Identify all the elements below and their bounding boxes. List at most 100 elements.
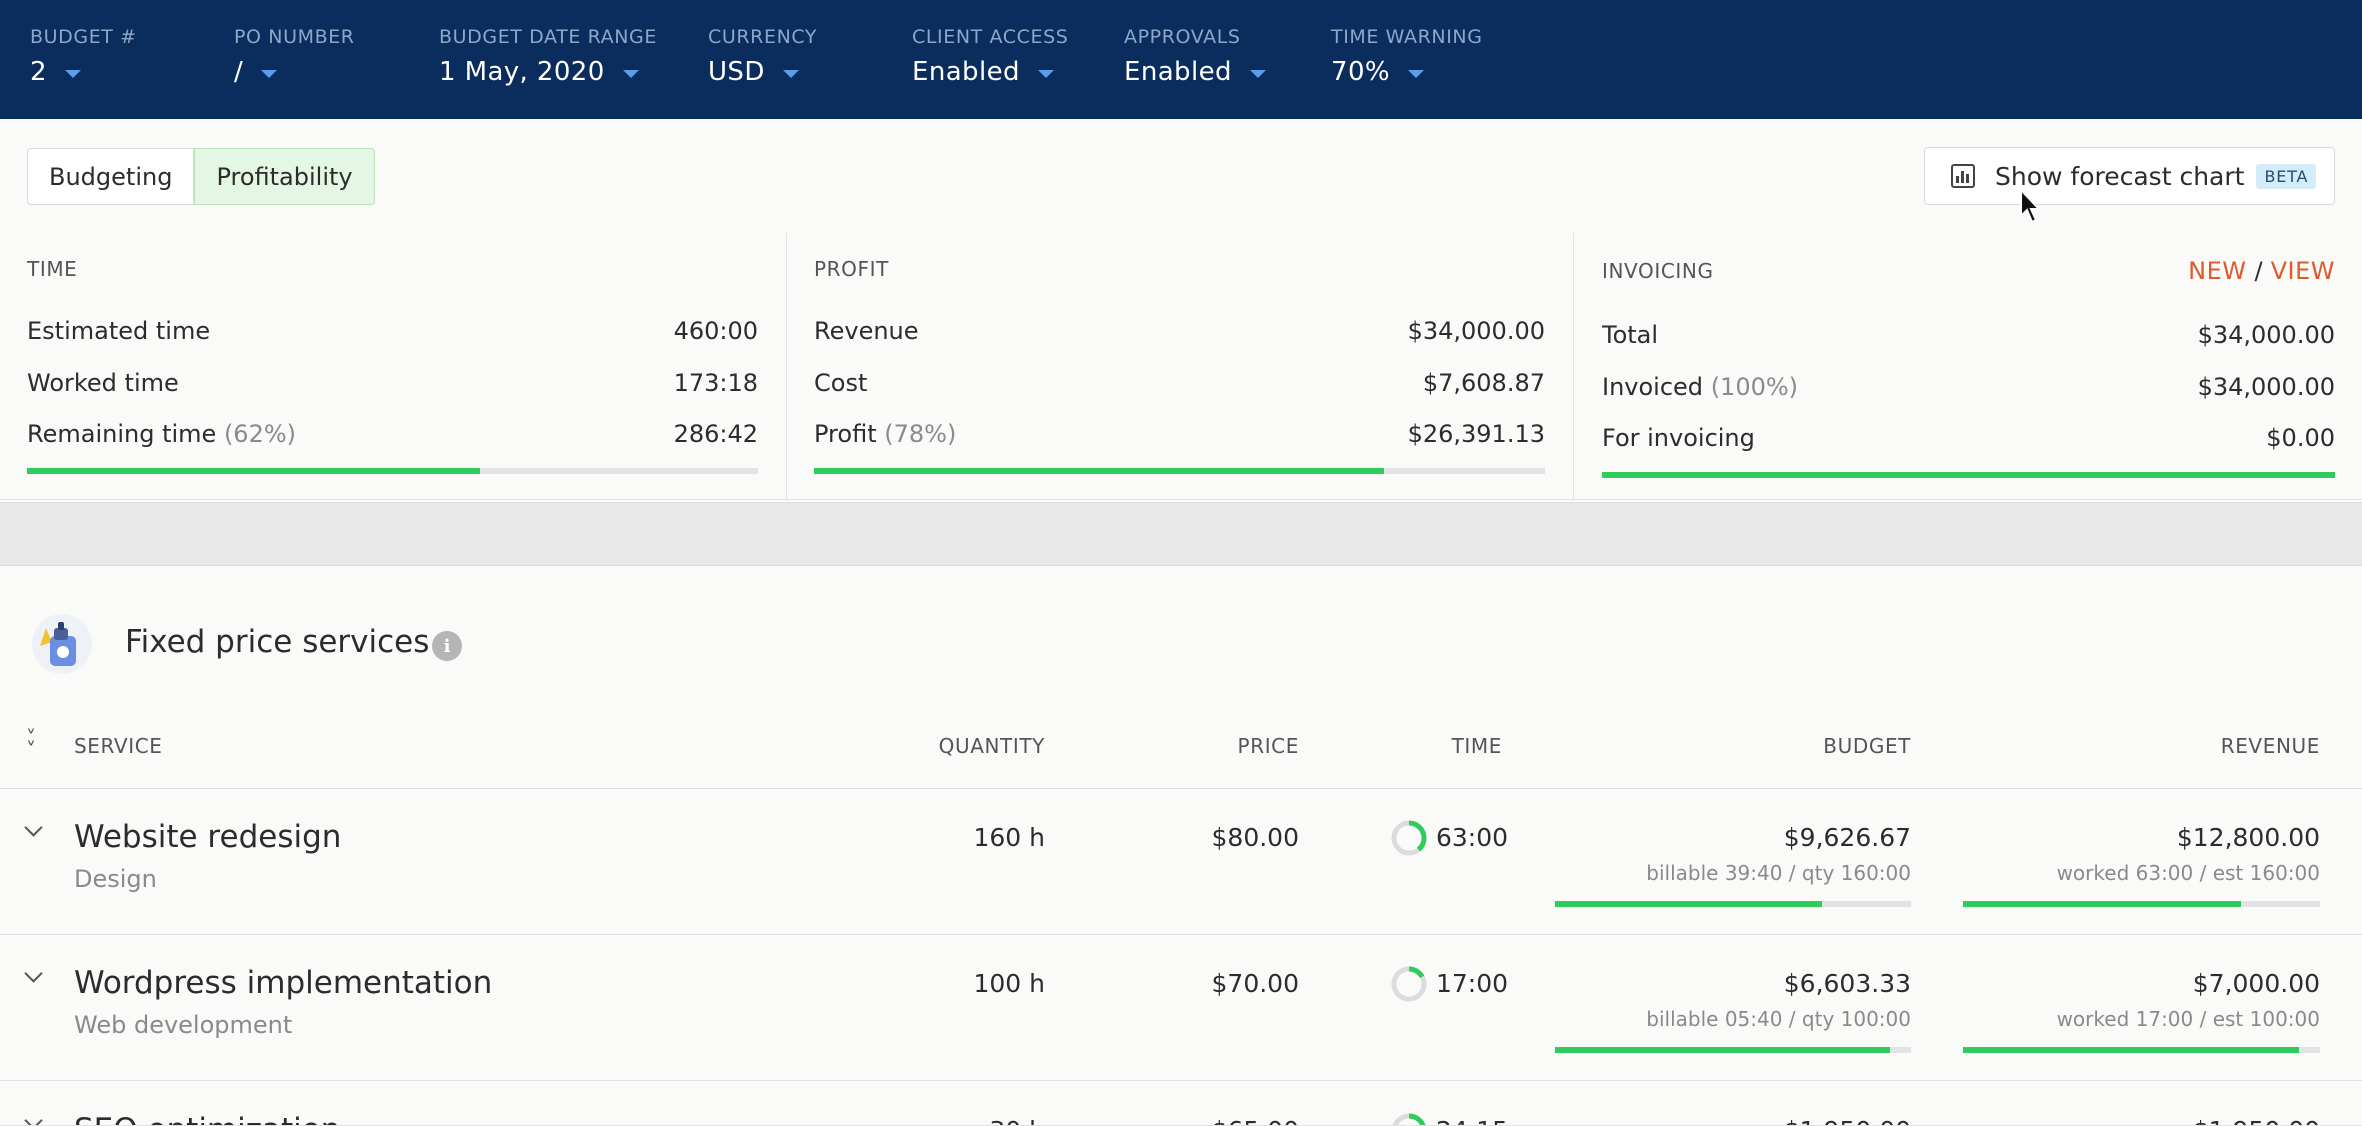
budget-date-range-field[interactable]: BUDGET DATE RANGE 1 May, 2020: [439, 26, 657, 87]
budget-date-range-label: BUDGET DATE RANGE: [439, 26, 657, 48]
column-time[interactable]: TIME: [1451, 734, 1502, 758]
column-quantity[interactable]: QUANTITY: [938, 734, 1045, 758]
chevron-down-icon[interactable]: [24, 964, 43, 983]
service-price: $80.00: [1211, 823, 1299, 852]
po-number-label: PO NUMBER: [234, 26, 355, 48]
remaining-time-row: Remaining time (62%) 286:42: [27, 420, 758, 448]
service-quantity: 30 h: [989, 1116, 1045, 1125]
budget-number-field[interactable]: BUDGET # 2: [30, 26, 137, 87]
time-progress-arc: [1391, 966, 1427, 1002]
profit-row: Profit (78%) $26,391.13: [814, 420, 1545, 448]
time-progress-donut: [1391, 1113, 1427, 1125]
show-forecast-chart-button[interactable]: Show forecast chart BETA: [1924, 147, 2335, 205]
worked-time-label: Worked time: [27, 369, 179, 397]
info-icon[interactable]: i: [432, 631, 462, 661]
time-warning-label: TIME WARNING: [1331, 26, 1483, 48]
invoiced-value: $34,000.00: [2197, 373, 2335, 401]
profit-progress-bar: [814, 468, 1545, 474]
revenue-value: $34,000.00: [1407, 317, 1545, 345]
approvals-field[interactable]: APPROVALS Enabled: [1124, 26, 1266, 87]
worked-time-value: 173:18: [673, 369, 758, 397]
client-access-field[interactable]: CLIENT ACCESS Enabled: [912, 26, 1068, 87]
invoiced-label: Invoiced: [1602, 373, 1704, 401]
section-title: Fixed price services: [125, 624, 430, 660]
revenue-row: Revenue $34,000.00: [814, 317, 1545, 345]
section-separator: [0, 502, 2362, 566]
profit-label: Profit: [814, 420, 877, 448]
time-warning-field[interactable]: TIME WARNING 70%: [1331, 26, 1483, 87]
worked-time-row: Worked time 173:18: [27, 369, 758, 397]
revenue-progress-bar: [1963, 1047, 2320, 1053]
view-invoices-link[interactable]: VIEW: [2270, 257, 2335, 285]
chevron-down-icon[interactable]: [1037, 69, 1054, 78]
time-warning-value: 70%: [1331, 57, 1390, 87]
invoice-links: NEW / VIEW: [2188, 257, 2335, 285]
chevron-down-icon[interactable]: [64, 69, 81, 78]
service-revenue: $1,950.00: [2193, 1116, 2320, 1125]
time-progress-donut: [1391, 966, 1427, 1002]
estimated-time-value: 460:00: [673, 317, 758, 345]
po-number-value: /: [234, 57, 244, 87]
profit-percent: (78%): [884, 420, 957, 448]
invoice-total-row: Total $34,000.00: [1602, 321, 2335, 349]
chevron-down-icon[interactable]: [782, 69, 799, 78]
approvals-label: APPROVALS: [1124, 26, 1241, 48]
time-summary-rows: TIME Estimated time 460:00 Worked time 1…: [27, 0, 758, 500]
service-budget: $1,950.00: [1784, 1116, 1911, 1125]
client-access-value: Enabled: [912, 57, 1020, 87]
chevron-down-icon[interactable]: [261, 69, 278, 78]
chevron-down-icon[interactable]: [24, 1111, 43, 1125]
budget-progress-fill: [1555, 901, 1822, 907]
view-tabs: Budgeting Profitability: [27, 148, 375, 205]
client-access-label: CLIENT ACCESS: [912, 26, 1069, 48]
currency-label: CURRENCY: [708, 26, 818, 48]
tab-budgeting[interactable]: Budgeting: [27, 148, 195, 205]
currency-value: USD: [708, 57, 765, 87]
column-price[interactable]: PRICE: [1237, 734, 1299, 758]
tab-profitability[interactable]: Profitability: [194, 148, 375, 205]
invoicing-progress-bar: [1602, 472, 2335, 478]
service-price: $70.00: [1211, 969, 1299, 998]
service-name: SEO optimization: [74, 1112, 340, 1125]
service-price: $65.00: [1212, 1116, 1299, 1125]
approvals-value: Enabled: [1124, 57, 1232, 87]
cost-value: $7,608.87: [1422, 369, 1545, 397]
remaining-time-value: 286:42: [673, 420, 758, 448]
po-number-field[interactable]: PO NUMBER /: [234, 26, 355, 87]
revenue-detail: worked 63:00 / est 160:00: [2056, 861, 2320, 885]
table-row[interactable]: SEO optimization 30 h $65.00 24:15 $1,95…: [0, 1082, 2362, 1126]
budget-detail: billable 05:40 / qty 100:00: [1646, 1007, 1911, 1031]
invoice-total-value: $34,000.00: [2197, 321, 2335, 349]
invoicing-summary-rows: INVOICING NEW / VIEW Total $34,000.00 Invo…: [1602, 0, 2335, 500]
column-service[interactable]: SERVICE: [74, 734, 163, 758]
collapse-all-icon[interactable]: ˅ ˅: [26, 726, 36, 762]
column-budget[interactable]: BUDGET: [1823, 734, 1911, 758]
service-category: Design: [74, 865, 157, 893]
chevron-down-icon[interactable]: [24, 818, 43, 837]
cost-row: Cost $7,608.87: [814, 369, 1545, 397]
new-invoice-link[interactable]: NEW: [2188, 257, 2247, 285]
chevron-down-icon[interactable]: [1249, 69, 1266, 78]
beta-badge: BETA: [2256, 163, 2317, 189]
service-quantity: 160 h: [973, 823, 1045, 852]
budget-progress-bar: [1555, 901, 1911, 907]
table-row[interactable]: Wordpress implementation Web development…: [0, 935, 2362, 1081]
invoicing-heading: INVOICING: [1602, 259, 1714, 283]
profit-heading: PROFIT: [814, 257, 889, 281]
service-time: 24:15: [1436, 1116, 1508, 1125]
currency-field[interactable]: CURRENCY USD: [708, 26, 817, 87]
chevron-down-icon[interactable]: [1408, 69, 1424, 78]
service-time: 63:00: [1436, 823, 1509, 852]
chevron-down-icon[interactable]: [622, 69, 639, 78]
profit-summary-rows: PROFIT Revenue $34,000.00 Cost $7,608.87…: [814, 0, 1545, 500]
revenue-label: Revenue: [814, 317, 919, 345]
table-row[interactable]: Website redesign Design 160 h $80.00 63:…: [0, 789, 2362, 935]
fixed-price-service-icon: [32, 614, 92, 674]
time-progress-donut: [1391, 820, 1427, 856]
service-name: Website redesign: [74, 819, 342, 855]
service-quantity: 100 h: [973, 969, 1045, 998]
column-revenue[interactable]: REVENUE: [2220, 734, 2320, 758]
revenue-progress-fill: [1963, 901, 2242, 907]
services-table-header: ˅ ˅ SERVICE QUANTITY PRICE TIME BUDGET RE…: [0, 726, 2362, 789]
service-category: Web development: [74, 1011, 293, 1039]
